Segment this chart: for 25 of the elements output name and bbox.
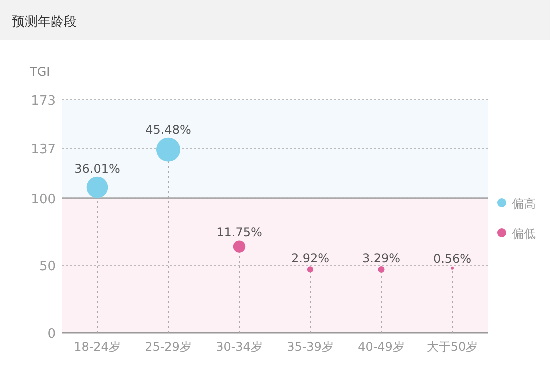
- annotation: 45.48%: [146, 122, 192, 137]
- legend-label: 偏高: [512, 197, 536, 211]
- annotation: 36.01%: [74, 162, 120, 176]
- x-tick-label: 35-39岁: [287, 340, 334, 354]
- y-tick-label: 50: [39, 260, 56, 275]
- x-tick-label: 40-49岁: [358, 340, 405, 354]
- point: [307, 266, 314, 273]
- point: [378, 266, 385, 273]
- chart-title: 预测年龄段: [12, 15, 77, 30]
- point: [156, 138, 180, 162]
- legend-label: 偏低: [512, 227, 536, 241]
- annotation: 2.92%: [291, 252, 330, 266]
- y-tick-label: 0: [48, 327, 56, 342]
- x-tick-label: 18-24岁: [74, 340, 121, 354]
- y-tick-label: 100: [31, 192, 56, 208]
- point: [86, 176, 108, 198]
- y-axis-title: TGI: [29, 65, 50, 79]
- annotation: 0.56%: [433, 252, 472, 266]
- y-tick-label: 173: [31, 94, 56, 109]
- x-tick-label: 大于50岁: [426, 340, 478, 354]
- annotation: 11.75%: [216, 226, 262, 240]
- y-tick-label: 137: [31, 142, 56, 158]
- annotation: 3.29%: [362, 251, 401, 266]
- x-tick-label: 25-29岁: [145, 340, 192, 354]
- x-tick-label: 30-34岁: [216, 340, 263, 354]
